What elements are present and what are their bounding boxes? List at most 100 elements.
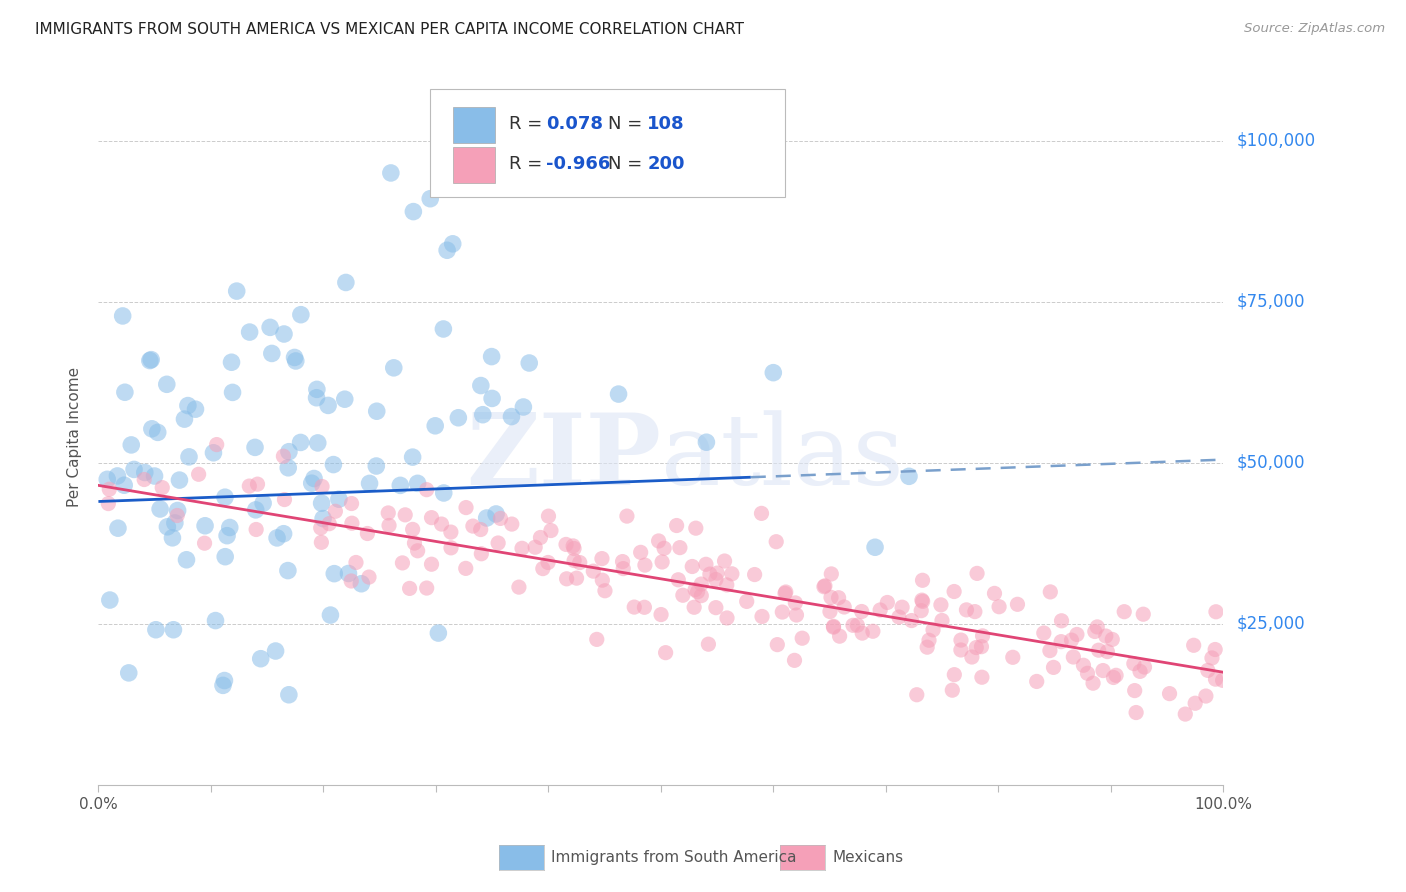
Point [651,555,673,569]
Point [380,166,402,180]
Point [441,236,464,251]
Point [683,600,706,615]
Point [357,570,380,584]
Point [260,346,283,360]
Point [1102,670,1125,684]
Point [145,623,167,637]
Point [851,605,873,619]
Point [202,446,225,460]
Point [366,404,388,418]
Point [1201,651,1223,665]
Point [827,591,849,605]
Point [98,593,121,607]
Point [415,483,437,497]
Point [713,554,735,568]
Point [652,541,675,556]
Text: $25,000: $25,000 [1237,615,1306,633]
Point [1105,668,1128,682]
Point [537,509,560,524]
Point [427,626,450,640]
Point [1132,607,1154,622]
Point [419,192,441,206]
Point [311,479,333,493]
Point [508,580,530,594]
Point [765,534,787,549]
Point [1204,642,1226,657]
Point [1205,672,1227,686]
Point [832,599,855,614]
Point [481,392,503,406]
Point [823,620,845,634]
Point [911,574,934,588]
Point [1076,666,1098,681]
Point [721,566,744,581]
Point [118,665,141,680]
Y-axis label: Per Capita Income: Per Capita Income [67,367,83,508]
Point [173,412,195,426]
Point [960,650,983,665]
Point [122,462,145,476]
Point [1007,597,1029,611]
Point [775,585,797,599]
Point [307,436,329,450]
Point [1039,643,1062,657]
Point [470,547,492,561]
Point [356,526,378,541]
Point [252,496,274,510]
Point [842,618,865,632]
Point [166,503,188,517]
Point [647,533,669,548]
Point [650,607,672,622]
Point [436,244,458,258]
Point [187,467,209,482]
Point [301,476,323,491]
Point [149,502,172,516]
Point [454,500,477,515]
Point [440,541,463,555]
Point [150,481,173,495]
Point [1039,585,1062,599]
Point [139,353,162,368]
Point [555,572,578,586]
Point [970,670,993,684]
Text: Immigrants from South America: Immigrants from South America [551,850,797,864]
Text: $50,000: $50,000 [1237,454,1306,472]
Point [988,599,1011,614]
Point [966,566,988,581]
Point [471,408,494,422]
Point [420,558,443,572]
Point [97,497,120,511]
Point [591,573,613,587]
Point [918,633,941,648]
Point [1184,696,1206,710]
Point [634,558,657,573]
Point [470,378,492,392]
Point [704,600,727,615]
Text: Mexicans: Mexicans [832,850,904,864]
Point [243,441,266,455]
Point [404,536,426,550]
Point [862,624,884,639]
Point [335,276,357,290]
Point [214,673,236,688]
Point [1122,657,1144,671]
Point [1205,605,1227,619]
Point [312,511,335,525]
Point [489,511,512,525]
Point [1087,643,1109,657]
Point [366,458,388,473]
Point [277,564,299,578]
Point [911,594,934,608]
Point [735,594,758,608]
Point [1066,627,1088,641]
Point [259,320,281,334]
Point [695,435,717,450]
Point [910,604,932,618]
FancyBboxPatch shape [453,107,495,144]
Point [785,596,807,610]
Point [205,437,228,451]
Point [337,566,360,581]
Point [744,567,766,582]
Point [1050,614,1073,628]
Point [162,531,184,545]
